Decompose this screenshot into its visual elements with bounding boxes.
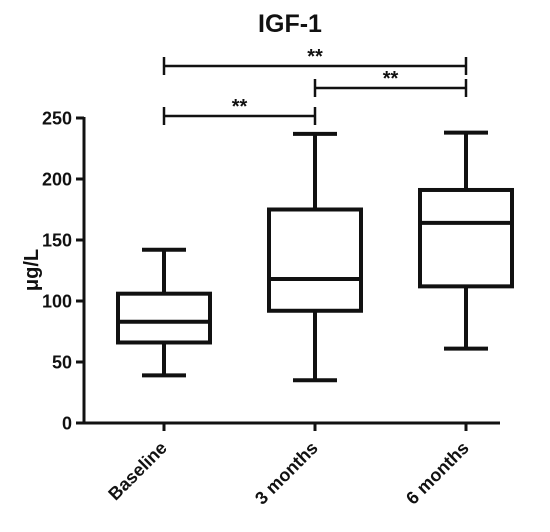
significance-label: **: [307, 46, 323, 68]
y-tick-label: 250: [42, 109, 72, 129]
box-3-months: [267, 131, 363, 383]
significance-label: **: [383, 68, 399, 90]
box-6-months: [418, 130, 514, 351]
iqr-box: [116, 291, 212, 345]
y-tick-label: 150: [42, 231, 72, 251]
iqr-box: [418, 187, 514, 289]
significance-bracket: **: [313, 68, 468, 97]
y-tick-label: 0: [62, 414, 72, 434]
y-tick-label: 200: [42, 170, 72, 190]
y-axis-label: μg/L: [21, 249, 43, 291]
x-tick-label: 3 months: [251, 438, 322, 509]
x-tick-label: 6 months: [402, 438, 473, 509]
iqr-box: [267, 207, 363, 313]
y-tick-label: 100: [42, 292, 72, 312]
significance-bracket: **: [162, 96, 317, 125]
y-tick-label: 50: [52, 353, 72, 373]
significance-label: **: [232, 96, 248, 118]
significance-bracket: **: [162, 46, 468, 75]
box-baseline: [116, 247, 212, 378]
significance-brackets: ** ** **: [162, 46, 468, 125]
x-tick-label: Baseline: [104, 438, 171, 505]
chart-title: IGF-1: [258, 10, 322, 38]
box-series: [116, 130, 514, 383]
